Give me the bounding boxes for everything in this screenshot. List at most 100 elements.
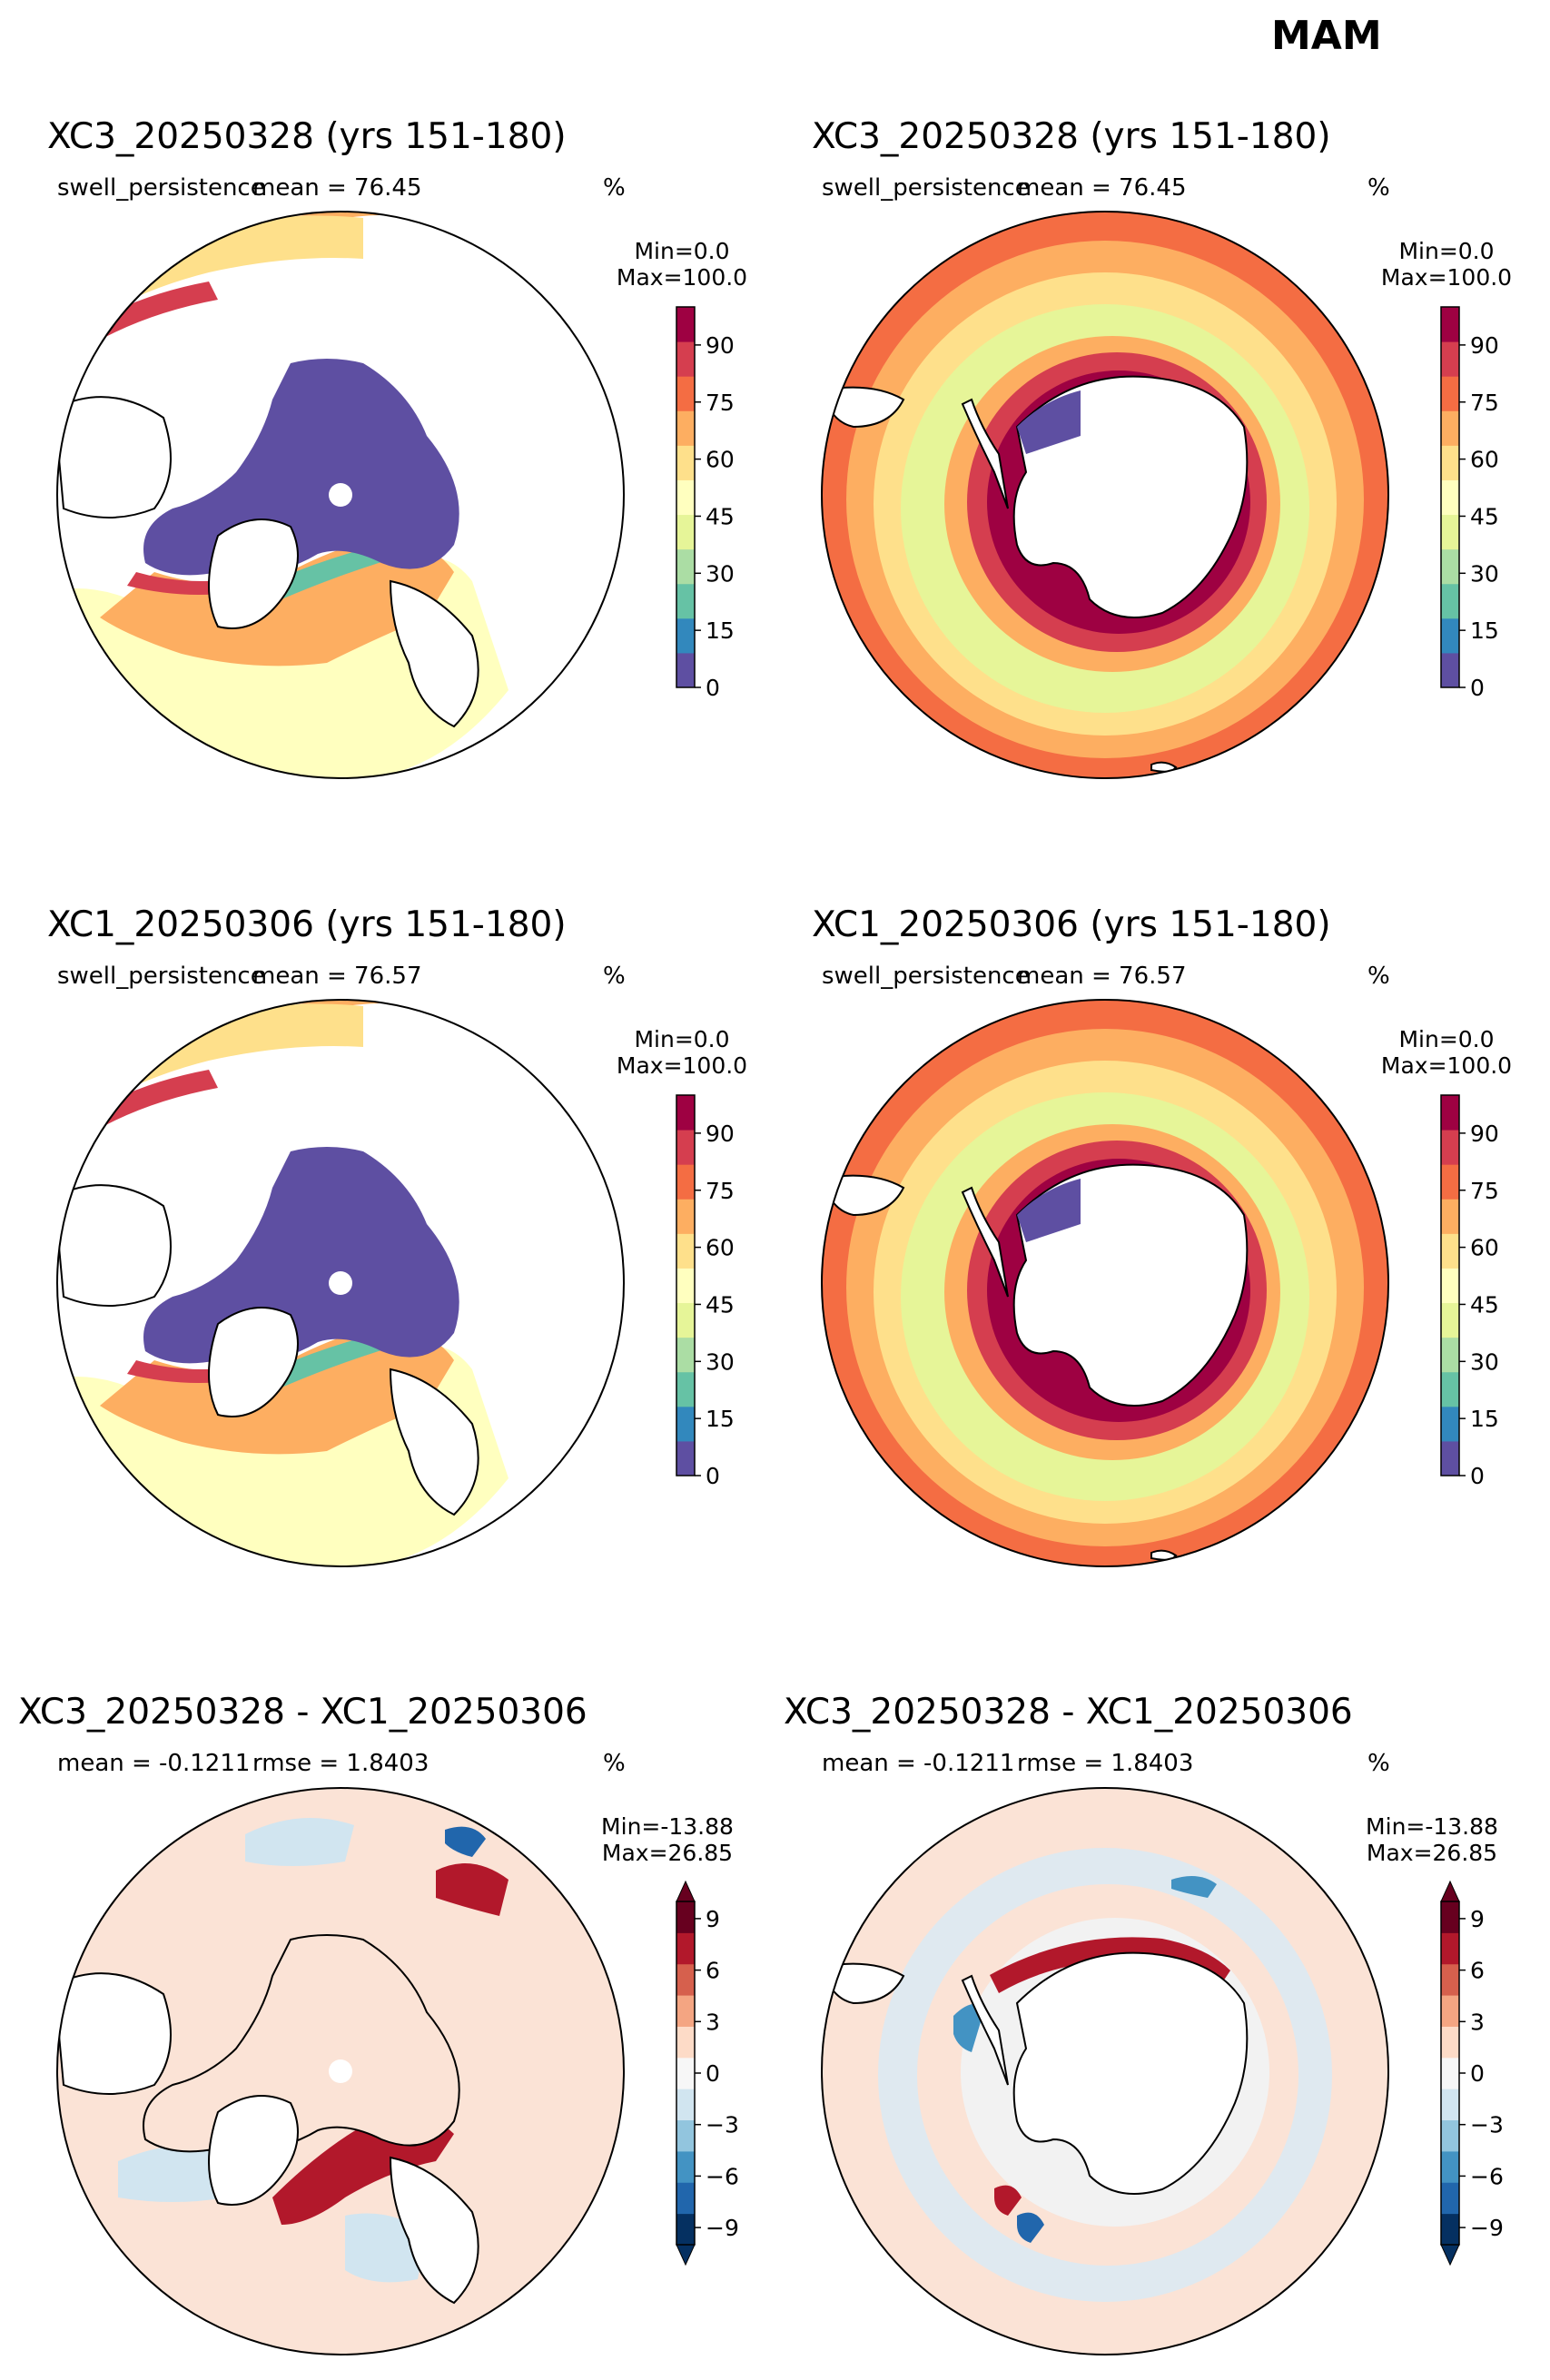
colorbar-p3-tick-label: 75 <box>706 1178 735 1204</box>
colorbar-p5-segment <box>676 2213 695 2246</box>
colorbar-p1-tick-label: 75 <box>706 390 735 416</box>
panel-6-blue-patch-c <box>1171 1876 1217 1898</box>
panel-6-map-boundary <box>821 1787 1389 2355</box>
colorbar-p2-tick-label: 75 <box>1470 390 1499 416</box>
colorbar-p2-frame <box>1440 306 1460 688</box>
panel-2-map-boundary <box>821 211 1389 779</box>
panel-4-mean-label: mean = 76.57 <box>1017 963 1187 990</box>
colorbar-p5-segment <box>676 2057 695 2089</box>
colorbar-p4-tick-label: 45 <box>1470 1291 1499 1318</box>
panel-1-variable-label: swell_persistence <box>57 174 265 202</box>
colorbar-p1-segment <box>676 652 695 688</box>
panel-6-blue-patch-b <box>1017 2212 1044 2243</box>
colorbar-p6-extend-min <box>1440 2244 1460 2266</box>
colorbar-p1-segment <box>676 583 695 619</box>
panel-5-arctic-basin <box>143 1934 460 2153</box>
colorbar-p1-tick-label: 90 <box>706 332 735 359</box>
colorbar-p3-tick-label: 60 <box>706 1235 735 1261</box>
colorbar-p1-segment <box>676 479 695 516</box>
colorbar-p5-segment <box>676 2026 695 2059</box>
colorbar-p3-frame <box>676 1094 696 1476</box>
panel-1-title: XC3_20250328 (yrs 151-180) <box>47 116 567 157</box>
panel-6-map <box>821 1787 1389 2355</box>
colorbar-p6-tick-label: −3 <box>1470 2112 1504 2138</box>
colorbar-p2-tick-label: 15 <box>1470 617 1499 644</box>
panel-6-max-label: Max=26.85 <box>1366 1840 1498 1866</box>
panel-3-map-boundary <box>56 999 625 1567</box>
colorbar-p4-tick-label: 30 <box>1470 1348 1499 1375</box>
colorbar-p3-tick-label: 0 <box>706 1463 720 1489</box>
colorbar-p5-segment <box>676 1995 695 2027</box>
colorbar-p6-tick-label: −9 <box>1470 2215 1504 2241</box>
panel-3-title: XC1_20250306 (yrs 151-180) <box>47 904 567 945</box>
colorbar-p6-tick-label: −6 <box>1470 2163 1504 2189</box>
panel-3-variable-label: swell_persistence <box>57 963 265 990</box>
panel-5-blue-corner <box>445 1826 486 1857</box>
colorbar-p2-segment <box>1441 514 1459 550</box>
panel-4-map <box>821 999 1389 1567</box>
colorbar-p5-tick-label: −3 <box>706 2112 739 2138</box>
panel-3-max-label: Max=100.0 <box>616 1052 748 1079</box>
colorbar-p6-segment <box>1441 2089 1459 2121</box>
panel-5-min-label: Min=-13.88 <box>601 1813 734 1840</box>
panel-3-min-label: Min=0.0 <box>634 1026 730 1052</box>
colorbar-p2-tick-label: 45 <box>1470 503 1499 529</box>
panel-6-rmse-label: rmse = 1.8403 <box>1017 1750 1194 1777</box>
panel-2-title: XC3_20250328 (yrs 151-180) <box>812 116 1331 157</box>
colorbar-p1-segment <box>676 376 695 411</box>
panel-4-max-label: Max=100.0 <box>1380 1052 1513 1079</box>
panel-6-units-label: % <box>1367 1750 1390 1777</box>
colorbar-p6-tick-label: 3 <box>1470 2009 1485 2035</box>
panel-6-peninsula-land <box>961 1974 1009 2086</box>
colorbar-p3-tick-label: 45 <box>706 1291 735 1318</box>
colorbar-p6-segment <box>1441 1901 1459 1933</box>
colorbar-p6-tick-label: 0 <box>1470 2060 1485 2087</box>
panel-2-peninsula-land <box>961 398 1009 509</box>
panel-1-pacific-warm <box>57 215 363 345</box>
colorbar-p4-segment <box>1441 1095 1459 1131</box>
colorbar-p6-segment <box>1441 2026 1459 2059</box>
panel-4-units-label: % <box>1367 963 1390 990</box>
colorbar-p1-tick-label: 15 <box>706 617 735 644</box>
colorbar-p3-segment <box>676 1199 695 1234</box>
colorbar-p4-tick-label: 75 <box>1470 1178 1499 1204</box>
panel-2-mean-label: mean = 76.45 <box>1017 174 1187 202</box>
panel-6-title: XC3_20250328 - XC1_20250306 <box>784 1692 1353 1733</box>
panel-5-rmse-label: rmse = 1.8403 <box>252 1750 429 1777</box>
panel-4-peninsula-land <box>961 1186 1009 1298</box>
colorbar-p3-segment <box>676 1130 695 1165</box>
colorbar-p3-segment <box>676 1406 695 1442</box>
panel-3-north-america-land <box>57 1184 172 1307</box>
colorbar-p3-tick-label: 15 <box>706 1406 735 1432</box>
panel-6-blue-patch-a <box>953 2003 985 2052</box>
panel-4-map-boundary <box>821 999 1389 1567</box>
panel-2-south-america-land <box>822 386 905 429</box>
panel-5-units-label: % <box>603 1750 626 1777</box>
panel-5-title: XC3_20250328 - XC1_20250306 <box>18 1692 587 1733</box>
colorbar-p5-segment <box>676 1932 695 1965</box>
panel-3-arctic-ice <box>143 1147 459 1364</box>
panel-5-map <box>56 1787 625 2355</box>
colorbar-p3-segment <box>676 1371 695 1407</box>
panel-4-minmax: Min=0.0 Max=100.0 <box>1378 1026 1515 1079</box>
panel-2-map <box>821 211 1389 779</box>
panel-5-map-boundary <box>56 1787 625 2355</box>
colorbar-p4-tick-label: 60 <box>1470 1235 1499 1261</box>
colorbar-p4-segment <box>1441 1233 1459 1269</box>
panel-5-mean-label: mean = -0.1211 <box>57 1750 251 1777</box>
panel-1-greenland <box>208 518 299 629</box>
colorbar-p2-segment <box>1441 548 1459 585</box>
panel-5-max-label: Max=26.85 <box>601 1840 734 1866</box>
colorbar-p2-segment <box>1441 410 1459 446</box>
colorbar-p2-tick-label: 30 <box>1470 560 1499 587</box>
colorbar-p2-segment <box>1441 583 1459 619</box>
colorbar-p1-segment <box>676 445 695 480</box>
panel-3-pacific-red <box>86 1070 218 1133</box>
panel-6-red-arc <box>990 1937 1230 1993</box>
colorbar-p2-tick-label: 0 <box>1470 675 1485 701</box>
panel-5-north-america-land <box>57 1972 172 2095</box>
colorbar-p1-segment <box>676 341 695 377</box>
colorbar-p1-segment <box>676 548 695 585</box>
colorbar-p4-tick-label: 90 <box>1470 1121 1499 1147</box>
panel-1-eurasia-land <box>389 579 479 728</box>
